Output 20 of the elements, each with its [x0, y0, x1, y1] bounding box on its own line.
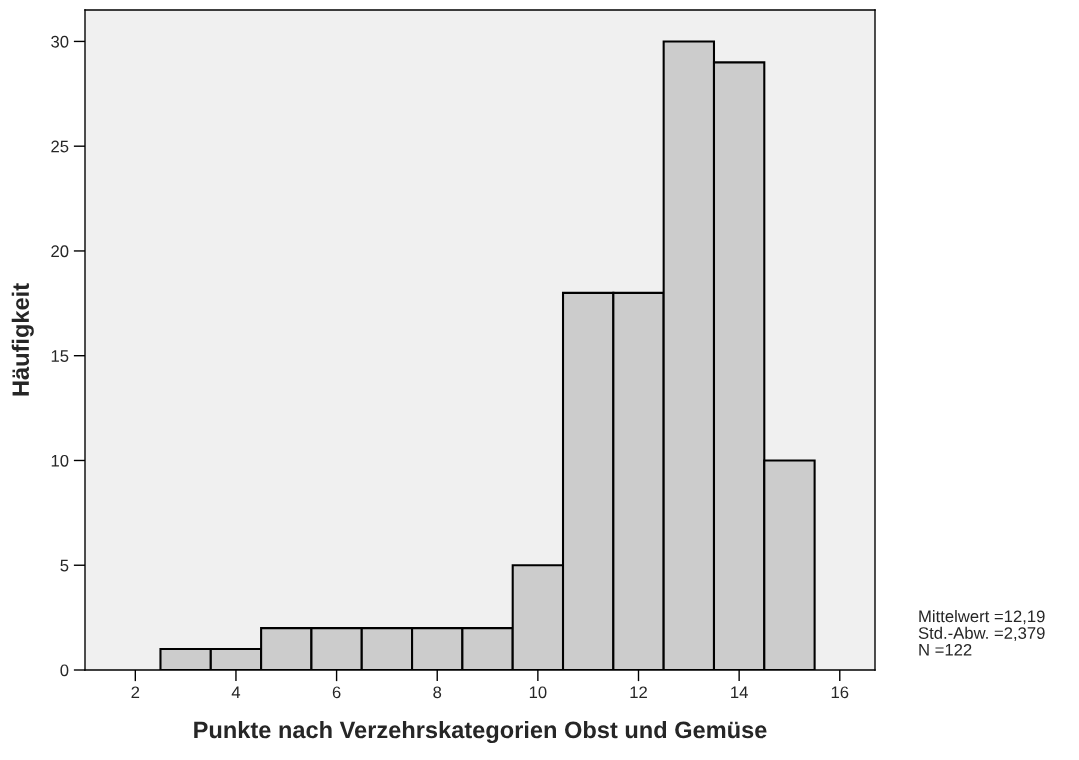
y-tick-label: 10	[51, 454, 69, 467]
x-tick-label: 12	[630, 686, 647, 699]
y-tick-label: 30	[51, 35, 69, 48]
x-tick-label: 10	[529, 686, 547, 699]
y-tick-label: 15	[51, 350, 69, 362]
x-axis-title: Punkte nach Verzehrskategorien Obst und Gemüse	[194, 720, 767, 744]
text: Std.-Abw. =2,379	[918, 626, 1045, 641]
text: Mittelwert =12,19	[919, 610, 1045, 625]
x-tick-label: 14	[731, 686, 748, 699]
y-tick-label: 20	[51, 245, 69, 258]
y-tick-label: 25	[51, 140, 69, 153]
x-tick-label: 8	[433, 686, 442, 699]
x-tick-label: 6	[332, 686, 341, 699]
text: N =122	[919, 643, 972, 656]
y-tick-label: 5	[60, 559, 69, 572]
y-tick-label: 0	[60, 664, 69, 677]
x-tick-label: 16	[831, 686, 849, 699]
y-axis-title: Häufigkeit	[11, 283, 34, 396]
x-tick-label: 4	[231, 686, 241, 699]
x-tick-label: 2	[131, 686, 140, 699]
